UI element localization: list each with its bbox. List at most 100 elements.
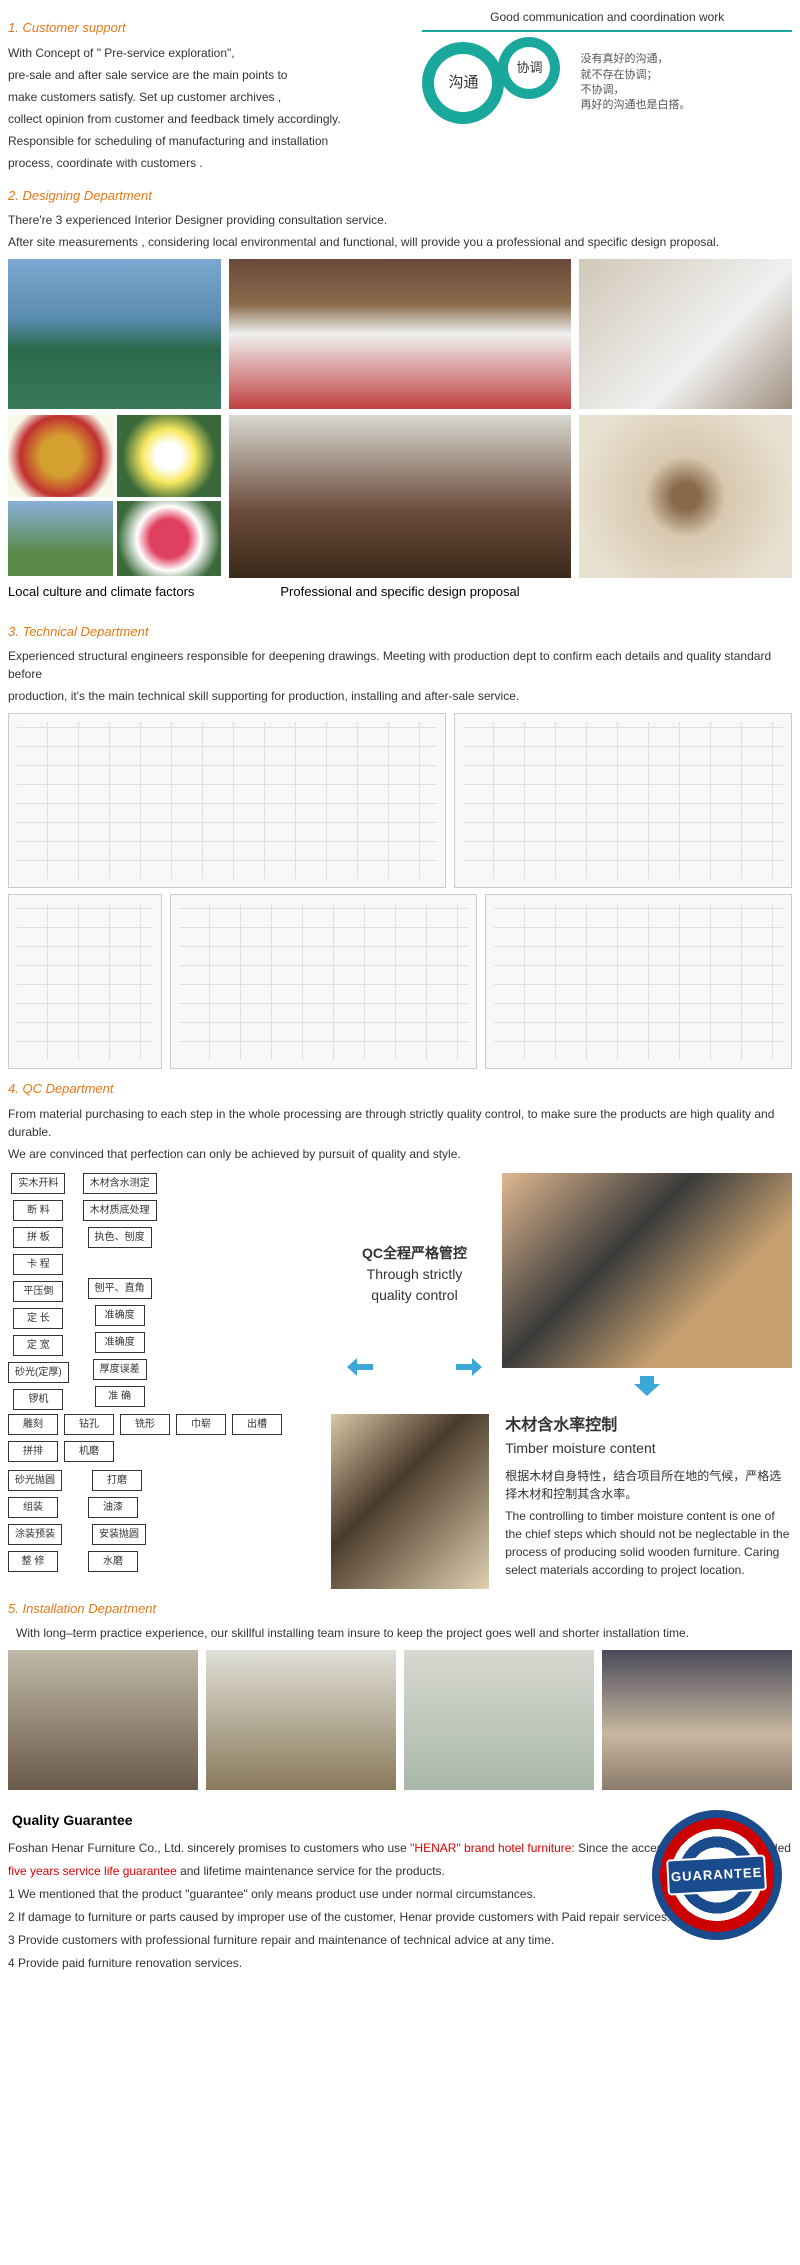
img-moisture-meter xyxy=(502,1173,792,1368)
arrow-down-icon xyxy=(634,1374,660,1396)
tm-desc-cn: 根据木材自身特性，结合项目所在地的气候，严格选择木材和控制其含水率。 xyxy=(505,1467,792,1503)
s2-title: 2. Designing Department xyxy=(8,186,792,206)
flowbox: 水磨 xyxy=(88,1551,138,1572)
flowbox: 厚度误差 xyxy=(93,1359,147,1380)
drawing-1 xyxy=(8,713,446,888)
qg-l1b: "HENAR" brand hotel furniture: xyxy=(410,1841,575,1855)
img-install-4 xyxy=(602,1650,792,1790)
cn3: 不协调， xyxy=(580,83,690,98)
flowbox: 雕刻 xyxy=(8,1414,58,1435)
flowbox: 实木开料 xyxy=(11,1173,65,1194)
flowbox: 准 确 xyxy=(95,1386,145,1407)
timber-text: 木材含水率控制 Timber moisture content 根据木材自身特性… xyxy=(497,1414,792,1589)
comm-banner: Good communication and coordination work xyxy=(422,8,792,32)
s1-title: 1. Customer support xyxy=(8,18,414,38)
s5-p1: With long–term practice experience, our … xyxy=(16,1624,792,1642)
flowbox: 拼排 xyxy=(8,1441,58,1462)
img-bedroom1 xyxy=(229,259,570,409)
flowbox: 巾崭 xyxy=(176,1414,226,1435)
drawing-3 xyxy=(8,894,162,1069)
s3-p1: Experienced structural engineers respons… xyxy=(8,647,792,683)
flowbox: 木材含水测定 xyxy=(83,1173,157,1194)
flowbox: 准确度 xyxy=(95,1332,145,1353)
s1-p5: Responsible for scheduling of manufactur… xyxy=(8,132,414,150)
img-village xyxy=(8,501,113,576)
qg-l2b: and lifetime maintenance service for the… xyxy=(177,1864,445,1878)
flowbox: 油漆 xyxy=(88,1497,138,1518)
img-worker xyxy=(331,1414,489,1589)
tm-en: Timber moisture content xyxy=(505,1438,792,1459)
tm-cn: 木材含水率控制 xyxy=(505,1414,792,1438)
img-bedroom2 xyxy=(579,259,792,409)
flowbox: 涂装预装 xyxy=(8,1524,62,1545)
cn1: 没有真好的沟通， xyxy=(580,52,690,67)
drawing-5 xyxy=(485,894,792,1069)
flowbox: 定 宽 xyxy=(13,1335,63,1356)
qc-flowchart: 实木开料 断 料 拼 板 卡 程 平压倒 定 长 定 宽 砂光(定厚) 锣机 木… xyxy=(8,1173,327,1410)
gear2-label: 协调 xyxy=(508,47,550,89)
s1-p2: pre-sale and after sale service are the … xyxy=(8,66,414,84)
flowbox: 砂光(定厚) xyxy=(8,1362,69,1383)
s5-title: 5. Installation Department xyxy=(8,1599,792,1619)
img-room-desk xyxy=(229,415,570,578)
qg-l6: 4 Provide paid furniture renovation serv… xyxy=(8,1954,792,1972)
qc-flowchart-2: 雕刻 钻孔 铣形 巾崭 出槽 拼排 机磨 砂光抛圆 打磨 组装 油漆 涂装预装 安装抛… xyxy=(8,1414,323,1589)
flowbox: 断 料 xyxy=(13,1200,63,1221)
flowbox: 安装抛圆 xyxy=(92,1524,146,1545)
flowbox: 打磨 xyxy=(92,1470,142,1491)
flowbox: 准确度 xyxy=(95,1305,145,1326)
flowbox: 木材质底处理 xyxy=(83,1200,157,1221)
img-crest xyxy=(8,415,113,497)
flowbox: 卡 程 xyxy=(13,1254,63,1275)
s1-p6: process, coordinate with customers . xyxy=(8,154,414,172)
tm-desc-en: The controlling to timber moisture conte… xyxy=(505,1507,792,1579)
cap-proposal: Professional and specific design proposa… xyxy=(229,582,570,602)
drawing-4 xyxy=(170,894,477,1069)
gears-graphic: 沟通 协调 xyxy=(422,42,560,124)
qc-center: QC全程严格管控 Through strictly quality contro… xyxy=(335,1173,494,1378)
img-ceiling-fan xyxy=(579,415,792,578)
cn2: 就不存在协调； xyxy=(580,68,690,83)
flowbox: 出槽 xyxy=(232,1414,282,1435)
qc-en2: quality control xyxy=(335,1285,494,1306)
img-install-3 xyxy=(404,1650,594,1790)
flowbox: 执色、刨度 xyxy=(88,1227,152,1248)
flowbox: 锣机 xyxy=(13,1389,63,1410)
qg-l2a: five years service life guarantee xyxy=(8,1864,177,1878)
img-flower1 xyxy=(117,415,222,497)
s4-p1: From material purchasing to each step in… xyxy=(8,1105,792,1141)
flowbox: 砂光抛圆 xyxy=(8,1470,62,1491)
s4-title: 4. QC Department xyxy=(8,1079,792,1099)
flowbox: 拼 板 xyxy=(13,1227,63,1248)
flowbox: 铣形 xyxy=(120,1414,170,1435)
flowbox: 定 长 xyxy=(13,1308,63,1329)
img-install-2 xyxy=(206,1650,396,1790)
flowbox: 组装 xyxy=(8,1497,58,1518)
s2-p2: After site measurements , considering lo… xyxy=(8,233,792,251)
flowbox: 平压倒 xyxy=(13,1281,63,1302)
cn-tagline: 没有真好的沟通， 就不存在协调； 不协调， 再好的沟通也是白搭。 xyxy=(580,52,690,114)
guarantee-seal: GUARANTEE xyxy=(652,1810,782,1940)
s2-p1: There're 3 experienced Interior Designer… xyxy=(8,211,792,229)
s3-p2: production, it's the main technical skil… xyxy=(8,687,792,705)
s1-p3: make customers satisfy. Set up customer … xyxy=(8,88,414,106)
img-flower2 xyxy=(117,501,222,576)
s4-p2: We are convinced that perfection can onl… xyxy=(8,1145,792,1163)
img-landscape xyxy=(8,259,221,409)
flowbox: 钻孔 xyxy=(64,1414,114,1435)
flowbox: 整 修 xyxy=(8,1551,58,1572)
s3-title: 3. Technical Department xyxy=(8,622,792,642)
gear1-label: 沟通 xyxy=(434,54,492,112)
img-install-1 xyxy=(8,1650,198,1790)
qc-cn: QC全程严格管控 xyxy=(335,1243,494,1264)
drawing-2 xyxy=(454,713,792,888)
cap-culture: Local culture and climate factors xyxy=(8,582,221,602)
flowbox: 刨平、直角 xyxy=(88,1278,152,1299)
seal-mid: GUARANTEE xyxy=(666,1855,767,1896)
qg-l1a: Foshan Henar Furniture Co., Ltd. sincere… xyxy=(8,1841,410,1855)
s1-p1: With Concept of " Pre-service exploratio… xyxy=(8,44,414,62)
s1-p4: collect opinion from customer and feedba… xyxy=(8,110,414,128)
cn4: 再好的沟通也是白搭。 xyxy=(580,98,690,113)
qc-en1: Through strictly xyxy=(335,1264,494,1285)
flowbox: 机磨 xyxy=(64,1441,114,1462)
